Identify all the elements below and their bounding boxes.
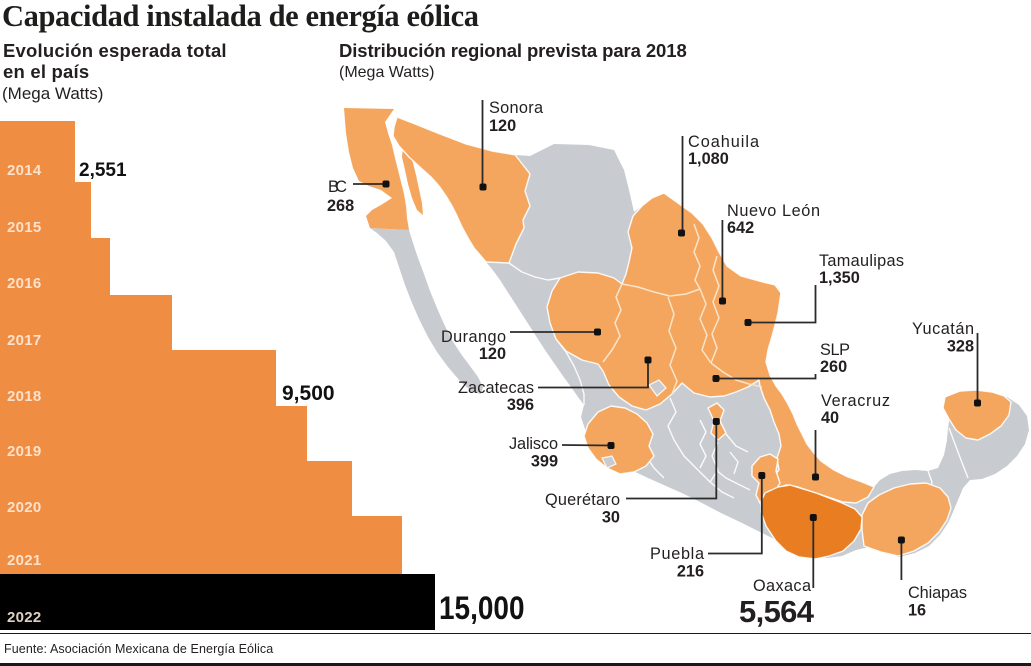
svg-text:642: 642 [727, 219, 754, 237]
svg-text:1,350: 1,350 [819, 269, 860, 287]
svg-text:30: 30 [602, 509, 620, 527]
svg-text:268: 268 [327, 197, 354, 215]
svg-text:399: 399 [531, 453, 558, 471]
svg-text:260: 260 [820, 358, 847, 376]
svg-text:396: 396 [507, 396, 534, 414]
svg-text:Oaxaca: Oaxaca [753, 577, 812, 595]
svg-text:Coahuila: Coahuila [688, 133, 760, 151]
svg-text:120: 120 [479, 345, 506, 363]
svg-text:328: 328 [947, 338, 974, 356]
svg-text:Zacatecas: Zacatecas [458, 379, 534, 397]
svg-text:Chiapas: Chiapas [908, 584, 967, 602]
svg-text:Sonora: Sonora [489, 99, 544, 117]
svg-text:120: 120 [489, 117, 516, 135]
svg-text:40: 40 [821, 409, 839, 427]
svg-text:Yucatán: Yucatán [912, 320, 974, 338]
svg-text:SLP: SLP [820, 341, 850, 359]
svg-text:BC: BC [328, 178, 347, 196]
svg-text:Durango: Durango [441, 328, 506, 346]
svg-text:216: 216 [677, 563, 704, 581]
svg-text:Querétaro: Querétaro [545, 491, 620, 509]
svg-text:Nuevo León: Nuevo León [727, 202, 820, 220]
svg-text:Tamaulipas: Tamaulipas [819, 252, 904, 270]
svg-text:Jalisco: Jalisco [509, 435, 558, 453]
svg-text:5,564: 5,564 [739, 594, 815, 629]
svg-text:Veracruz: Veracruz [821, 392, 890, 410]
svg-text:1,080: 1,080 [688, 150, 729, 168]
svg-text:Puebla: Puebla [650, 545, 705, 563]
svg-text:16: 16 [908, 602, 926, 620]
